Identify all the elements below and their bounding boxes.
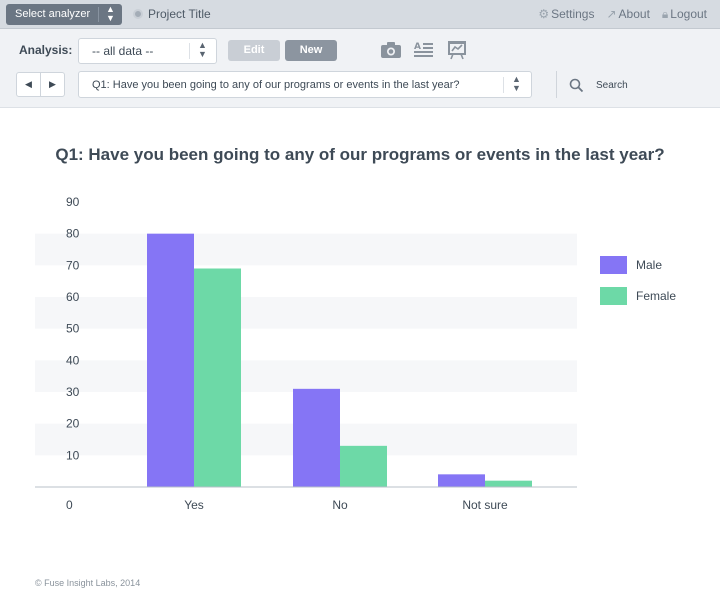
bar-male [293,388,340,487]
legend-label-female: Female [636,289,676,303]
select-divider [189,43,190,59]
y-tick-label: 70 [66,258,80,272]
about-link[interactable]: ↗ About [606,7,649,22]
triangle-left-icon: ◀ [25,79,32,89]
top-links: ⚙ Settings ↗ About 🔒︎ Logout [538,7,707,22]
about-label: About [618,7,650,21]
analysis-label: Analysis: [19,43,73,57]
analyzer-select-label: Select analyzer [15,8,91,20]
legend-swatch-female [600,287,627,305]
search-button[interactable]: Search [596,80,628,91]
x-tick-label: Not sure [462,498,508,512]
bar-female [340,445,387,487]
x-tick-label: Yes [184,498,204,512]
presentation-icon[interactable] [447,40,469,60]
chart-title: Q1: Have you been going to any of our pr… [55,145,665,164]
y-tick-label: 20 [66,417,80,431]
chart-line-icon: ↗ [606,7,617,21]
project-title[interactable]: Project Title [133,7,211,21]
edit-button[interactable]: Edit [228,40,280,61]
svg-text:A: A [414,42,421,52]
bar-female [194,268,241,487]
gear-icon: ⚙ [538,7,550,21]
bar-male [438,474,485,487]
grid-band [35,297,577,329]
bar-female [485,480,532,487]
y-tick-label: 0 [66,498,73,512]
lock-icon: 🔒︎ [661,7,669,21]
question-select-value: Q1: Have you been going to any of our pr… [92,79,460,91]
y-tick-label: 90 [66,195,80,209]
top-bar: Select analyzer ▲ ▼ Project Title ⚙ Settin… [0,0,720,29]
analyzer-select[interactable]: Select analyzer ▲ ▼ [6,4,122,25]
search-icon[interactable] [569,78,584,93]
project-title-text: Project Title [148,7,211,21]
new-button[interactable]: New [285,40,337,61]
legend-swatch-male [600,256,627,274]
camera-icon[interactable] [380,40,402,60]
analysis-toolbar: Analysis: -- all data -- ▲ ▼ Edit New A ◀… [0,29,720,108]
data-filter-value: -- all data -- [92,44,154,58]
chevron-updown-icon: ▲ ▼ [106,4,115,23]
x-tick-label: No [332,498,348,512]
triangle-right-icon: ▶ [49,79,56,89]
grid-band [35,360,577,392]
settings-link[interactable]: ⚙ Settings [538,7,594,22]
select-divider [503,77,504,93]
grid-band [35,233,577,266]
logout-label: Logout [670,7,707,21]
data-filter-select[interactable]: -- all data -- ▲ ▼ [78,38,217,64]
y-tick-label: 30 [66,385,80,399]
y-tick-label: 40 [66,353,80,367]
text-report-icon[interactable]: A [413,40,435,60]
project-status-icon [133,9,143,19]
chevron-updown-icon: ▲ ▼ [512,74,521,93]
settings-label: Settings [551,7,595,21]
y-tick-label: 60 [66,290,80,304]
next-question-button[interactable]: ▶ [40,72,65,97]
logout-link[interactable]: 🔒︎ Logout [662,7,707,22]
question-select[interactable]: Q1: Have you been going to any of our pr… [78,71,532,98]
y-tick-label: 80 [66,227,80,241]
previous-question-button[interactable]: ◀ [16,72,41,97]
bar-chart: 0 10 20 30 40 50 60 70 80 90 Yes No Not sure Male Fema… [35,195,676,512]
toolbar-divider [556,71,557,98]
bar-male [147,233,194,487]
chevron-updown-icon: ▲ ▼ [198,40,207,59]
legend-label-male: Male [636,258,662,272]
copyright-footer: © Fuse Insight Labs, 2014 [35,578,141,588]
y-tick-label: 10 [66,448,80,462]
y-tick-label: 50 [66,322,80,336]
select-divider [98,7,99,22]
